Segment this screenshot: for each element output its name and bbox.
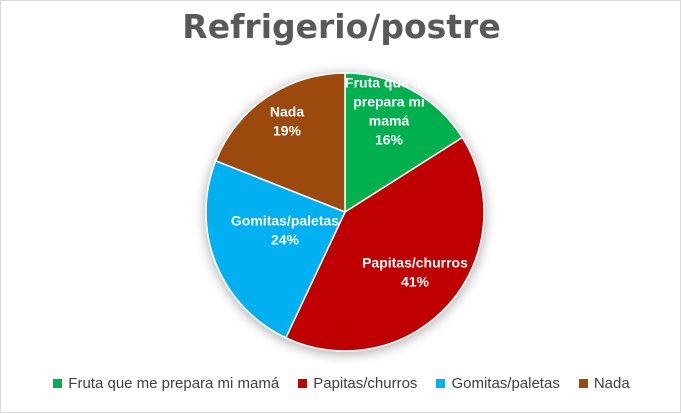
chart-title: Refrigerio/postre: [182, 7, 501, 46]
slice-data-label: Papitas/churros 41%: [362, 255, 468, 290]
slice-data-label: Nada 19%: [270, 104, 304, 139]
legend-item: Gomitas/paletas: [436, 375, 560, 392]
legend-swatch: [578, 379, 588, 388]
pie-slice: [284, 136, 485, 352]
pie-slice: [214, 72, 346, 214]
legend-label: Fruta que me prepara mi mamá: [68, 375, 280, 392]
chart-legend: Fruta que me prepara mi mamá Papitas/chur…: [1, 375, 681, 392]
legend-label: Gomitas/paletas: [451, 375, 560, 392]
legend-swatch: [53, 379, 63, 388]
slice-data-label: Gomitas/paletas 24%: [231, 213, 339, 248]
legend-label: Papitas/churros: [313, 375, 418, 392]
legend-item: Nada: [578, 375, 630, 392]
pie-slice: [344, 72, 464, 214]
legend-item: Papitas/churros: [298, 375, 417, 392]
slice-data-label: Fruta que me prepara mi mamá 16%: [345, 75, 433, 148]
legend-swatch: [298, 379, 308, 388]
legend-swatch: [436, 379, 446, 388]
pie-slice: [205, 159, 347, 339]
legend-label: Nada: [593, 375, 630, 392]
legend-item: Fruta que me prepara mi mamá: [53, 375, 279, 392]
